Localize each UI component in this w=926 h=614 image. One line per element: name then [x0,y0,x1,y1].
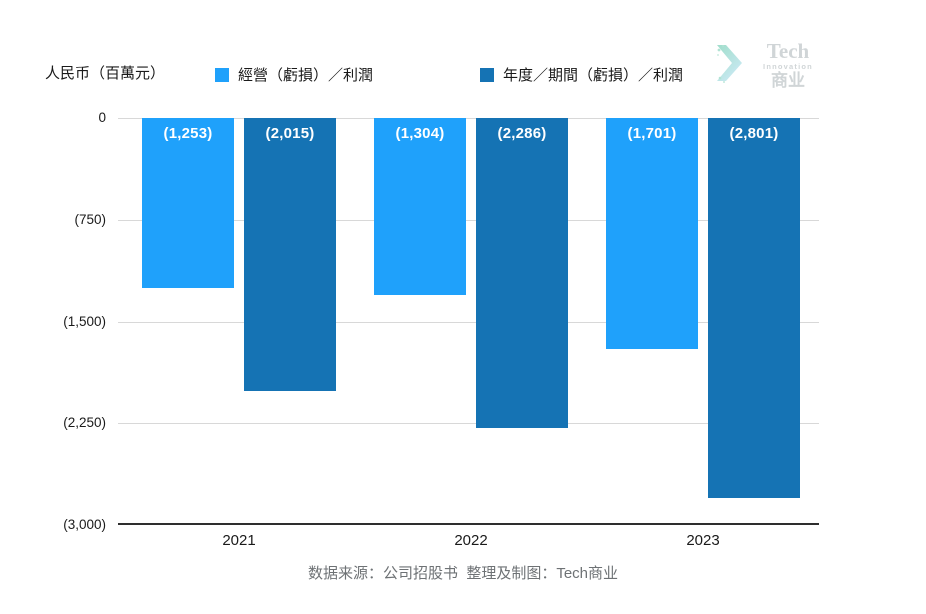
logo-text-shangye: 商业 [771,71,805,90]
legend-label-series2: 年度／期間（虧損）／利潤 [503,67,684,84]
gridline [118,321,819,323]
gridline [118,219,819,221]
gridline [118,423,819,425]
bar-value-label: (1,253) [163,125,213,142]
y-axis: 0 (750) (1,500) (2,250) (3,000) [0,110,106,532]
y-tick-label: (3,000) [63,517,106,532]
chevron-logo-icon [716,42,744,89]
bar: (1,701) [606,118,698,349]
x-tick-label: 2022 [454,532,488,549]
bar-value-label: (1,701) [627,125,677,142]
source-credit-text: 数据来源：公司招股书 整理及制图：Tech商业 [307,565,619,582]
bar: (2,801) [708,118,800,498]
bar: (1,253) [142,118,234,288]
x-tick-label: 2021 [222,532,256,549]
bar: (1,304) [374,118,466,295]
logo-wordmark: Tech Innovation 商业 [751,40,825,91]
legend-swatch-series1 [215,67,229,82]
bar-value-label: (1,304) [395,125,445,142]
tech-innovation-logo: Tech Innovation 商业 [716,40,825,91]
legend-item-annual-loss: 年度／期間（虧損）／利潤 [480,64,683,85]
plot-area: (1,253) (2,015) (1,304) (2,286) (1,701) (2,80… [118,118,819,525]
y-tick-label: (1,500) [63,313,106,329]
logo-text-tech: Tech [766,39,810,63]
gridline [118,118,819,119]
logo-text-innovation: Innovation [763,62,813,71]
legend-item-operating-loss: 經營（虧損）／利潤 [215,64,373,85]
y-tick-label: 0 [98,110,106,125]
bar-value-label: (2,286) [497,125,547,142]
x-tick-label: 2023 [686,532,720,549]
y-axis-unit-label: 人民币（百萬元） [45,65,166,82]
y-tick-label: (750) [74,211,106,227]
legend-label-series1: 經營（虧損）／利潤 [238,67,374,84]
bar-value-label: (2,801) [729,125,779,142]
bar-value-label: (2,015) [265,125,315,142]
y-tick-label: (2,250) [63,415,106,431]
x-axis: 2021 2022 2023 [118,532,819,552]
x-axis-baseline [118,523,819,525]
bar: (2,015) [244,118,336,392]
legend-swatch-series2 [480,67,494,82]
bar: (2,286) [476,118,568,429]
